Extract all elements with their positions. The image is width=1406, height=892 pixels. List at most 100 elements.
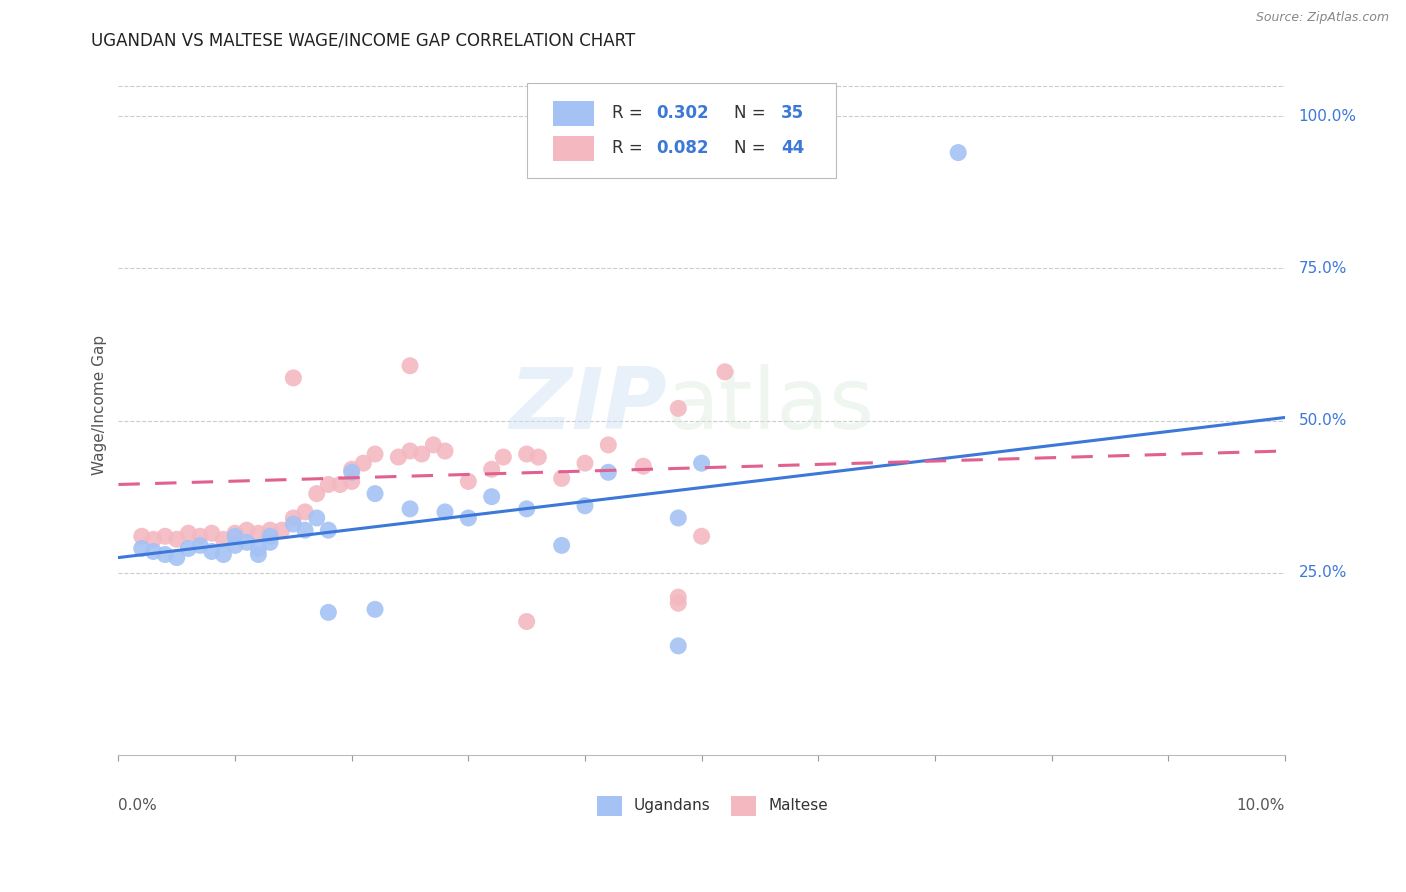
Point [340,462,363,476]
Point [411,447,433,461]
Point [177,526,200,541]
Point [399,501,422,516]
Point [666,590,689,604]
Point [387,450,409,464]
Point [259,529,281,543]
Point [666,401,689,416]
Point [294,523,316,537]
Point [212,533,235,547]
Point [666,639,689,653]
Point [457,511,479,525]
Text: 0.302: 0.302 [657,104,709,122]
Point [422,438,444,452]
Text: N =: N = [734,139,770,157]
Text: ZIP: ZIP [509,364,666,447]
Text: R =: R = [612,104,648,122]
Point [259,535,281,549]
Point [550,471,572,485]
Point [574,499,596,513]
Bar [554,136,595,161]
Text: Maltese: Maltese [768,798,828,814]
Bar [554,101,595,126]
Point [283,511,305,525]
Text: 100.0%: 100.0% [1299,109,1357,123]
Text: R =: R = [612,139,648,157]
Point [166,533,188,547]
Point [352,456,374,470]
Point [550,538,572,552]
Point [188,529,211,543]
Point [153,529,176,543]
Point [318,523,340,537]
Point [340,465,363,479]
Point [318,606,340,620]
Point [492,450,515,464]
Point [399,359,422,373]
Bar [731,797,756,815]
Point [305,486,328,500]
Point [434,505,457,519]
Text: 0.082: 0.082 [657,139,709,157]
Y-axis label: Wage/Income Gap: Wage/Income Gap [93,335,107,475]
Point [329,477,352,491]
Point [188,538,211,552]
Text: 50.0%: 50.0% [1299,413,1347,428]
Point [235,523,257,537]
Point [364,486,387,500]
Point [294,505,316,519]
Text: 75.0%: 75.0% [1299,260,1347,276]
Point [235,535,257,549]
Point [153,548,176,562]
Point [259,523,281,537]
Point [948,145,970,160]
Point [516,615,538,629]
FancyBboxPatch shape [527,83,835,178]
Text: Ugandans: Ugandans [634,798,710,814]
Text: Source: ZipAtlas.com: Source: ZipAtlas.com [1256,11,1389,24]
Point [690,529,713,543]
Point [166,550,188,565]
Text: UGANDAN VS MALTESE WAGE/INCOME GAP CORRELATION CHART: UGANDAN VS MALTESE WAGE/INCOME GAP CORRE… [91,31,636,49]
Point [434,444,457,458]
Text: 35: 35 [780,104,804,122]
Point [131,529,153,543]
Point [481,490,503,504]
Point [131,541,153,556]
Point [177,541,200,556]
Text: atlas: atlas [666,364,875,447]
Point [714,365,737,379]
Point [270,523,292,537]
Point [690,456,713,470]
Bar [596,797,623,815]
Text: 25.0%: 25.0% [1299,566,1347,581]
Point [666,511,689,525]
Point [247,548,270,562]
Point [201,544,224,558]
Point [212,548,235,562]
Point [364,602,387,616]
Point [283,517,305,532]
Point [399,444,422,458]
Point [142,544,165,558]
Point [516,501,538,516]
Point [633,459,655,474]
Point [340,475,363,489]
Point [224,538,246,552]
Point [224,529,246,543]
Point [364,447,387,461]
Point [481,462,503,476]
Point [224,526,246,541]
Point [142,533,165,547]
Text: 0.0%: 0.0% [118,798,157,814]
Point [457,475,479,489]
Point [598,438,620,452]
Point [666,596,689,610]
Point [574,456,596,470]
Text: 10.0%: 10.0% [1236,798,1285,814]
Point [305,511,328,525]
Point [283,371,305,385]
Point [527,450,550,464]
Point [247,541,270,556]
Point [247,526,270,541]
Point [201,526,224,541]
